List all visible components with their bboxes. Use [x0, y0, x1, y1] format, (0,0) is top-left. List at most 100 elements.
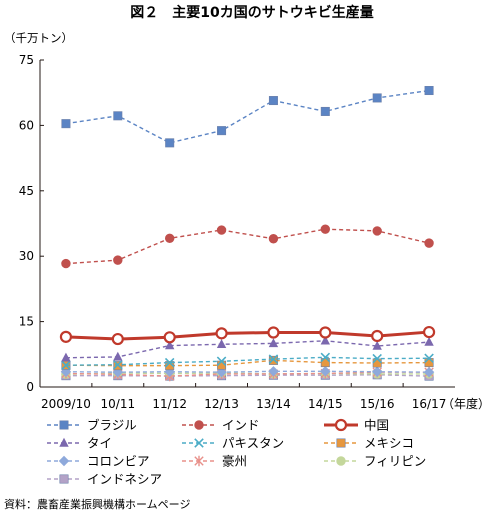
- series-line: [65, 370, 430, 373]
- legend-item: フィリピン: [324, 454, 426, 469]
- x-tick-label: 15/16: [360, 397, 395, 411]
- legend-item: コロンビア: [47, 454, 150, 469]
- data-point: [59, 330, 73, 343]
- data-point: [320, 106, 330, 116]
- data-point: [372, 358, 382, 368]
- data-point: [61, 360, 71, 370]
- data-point: [320, 224, 331, 234]
- legend-item: インドネシア: [47, 472, 162, 487]
- data-point: [424, 86, 434, 96]
- legend-item: 豪州: [182, 454, 247, 469]
- data-point: [268, 355, 278, 365]
- data-point: [113, 351, 123, 361]
- legend-item: ブラジル: [47, 418, 137, 433]
- legend-item: 中国: [324, 418, 389, 433]
- data-point: [424, 358, 434, 368]
- data-point: [164, 233, 175, 244]
- legend-swatch-marker: [194, 455, 204, 467]
- data-point: [372, 340, 382, 350]
- x-tick-label: 2009/10: [41, 397, 91, 411]
- data-point: [320, 366, 331, 377]
- x-tick-label: 13/14: [256, 397, 291, 411]
- legend-swatch-marker: [336, 438, 346, 448]
- legend-item: インド: [182, 418, 260, 433]
- y-tick-label: 60: [19, 118, 34, 132]
- data-point: [216, 356, 227, 367]
- y-tick-label: 0: [26, 380, 34, 394]
- data-point: [424, 353, 434, 363]
- legend-item: パキスタン: [182, 436, 284, 451]
- legend-swatch-marker: [194, 438, 204, 448]
- data-point: [371, 329, 384, 343]
- legend-label: パキスタン: [222, 436, 284, 451]
- series-line: [65, 374, 430, 377]
- y-axis-ticks: 0 15 30 45 60 75: [19, 53, 44, 394]
- x-tick-label: 12/13: [204, 397, 239, 411]
- data-point: [163, 331, 176, 344]
- data-point: [268, 366, 279, 377]
- x-tick-label: 14/15: [308, 397, 343, 411]
- series-group: [61, 352, 434, 370]
- data-point: [372, 226, 382, 236]
- data-point: [217, 126, 227, 136]
- x-axis-unit-label: （年度）: [442, 396, 490, 411]
- data-point: [424, 336, 434, 346]
- x-tick-label: 10/11: [101, 397, 136, 411]
- x-tick-label: 16/17: [412, 397, 447, 411]
- legend-label: コロンビア: [87, 454, 150, 469]
- series-line: [65, 371, 430, 377]
- data-point: [61, 258, 71, 269]
- series-line: [65, 340, 430, 359]
- legend-item: メキシコ: [324, 436, 414, 451]
- series-line: [65, 228, 430, 265]
- y-axis-unit-label: （千万トン）: [4, 31, 73, 45]
- data-point: [371, 366, 383, 377]
- data-point: [319, 326, 332, 339]
- x-tick-label: 11/12: [152, 397, 187, 411]
- legend-swatch-marker: [58, 455, 70, 467]
- data-point: [423, 366, 435, 378]
- series-line: [65, 359, 430, 367]
- source-note: 資料：農畜産業振興機構ホームページ: [4, 497, 190, 511]
- legend-label: フィリピン: [364, 454, 426, 469]
- data-point: [422, 325, 436, 339]
- data-point: [268, 338, 279, 348]
- data-point: [61, 119, 71, 129]
- series-line: [65, 372, 430, 376]
- y-tick-label: 75: [19, 53, 34, 67]
- legend-label: 豪州: [222, 454, 247, 469]
- legend-swatch-marker: [59, 420, 69, 430]
- data-point: [215, 327, 228, 340]
- y-tick-label: 15: [19, 315, 34, 329]
- data-point: [320, 352, 331, 363]
- data-point: [424, 238, 434, 248]
- data-point: [372, 353, 382, 364]
- data-point: [165, 361, 175, 371]
- series-group: [61, 224, 434, 269]
- legend-label: 中国: [364, 418, 389, 433]
- series-line: [65, 330, 430, 341]
- data-point: [216, 339, 227, 348]
- legend-label: タイ: [87, 436, 112, 451]
- data-point: [113, 359, 123, 370]
- legend-label: メキシコ: [364, 436, 414, 451]
- x-axis-ticks: 2009/10 10/11 11/12 12/13 13/14 14/15 15/16 16/…: [41, 383, 446, 411]
- legend-swatch-marker: [336, 456, 346, 466]
- legend-swatch-marker: [59, 474, 69, 484]
- y-tick-label: 45: [19, 184, 34, 198]
- series-group: [59, 325, 436, 346]
- legend-item: タイ: [47, 436, 112, 451]
- data-point: [165, 138, 175, 148]
- legend-label: インド: [222, 418, 260, 433]
- legend-label: ブラジル: [87, 418, 137, 433]
- data-point: [113, 111, 123, 121]
- legend-swatch-marker: [59, 437, 69, 447]
- data-point: [61, 352, 71, 362]
- legend-label: インドネシア: [87, 472, 162, 487]
- data-point: [216, 225, 227, 235]
- data-point: [267, 326, 280, 339]
- series-layer: [59, 86, 436, 382]
- data-point: [268, 96, 278, 106]
